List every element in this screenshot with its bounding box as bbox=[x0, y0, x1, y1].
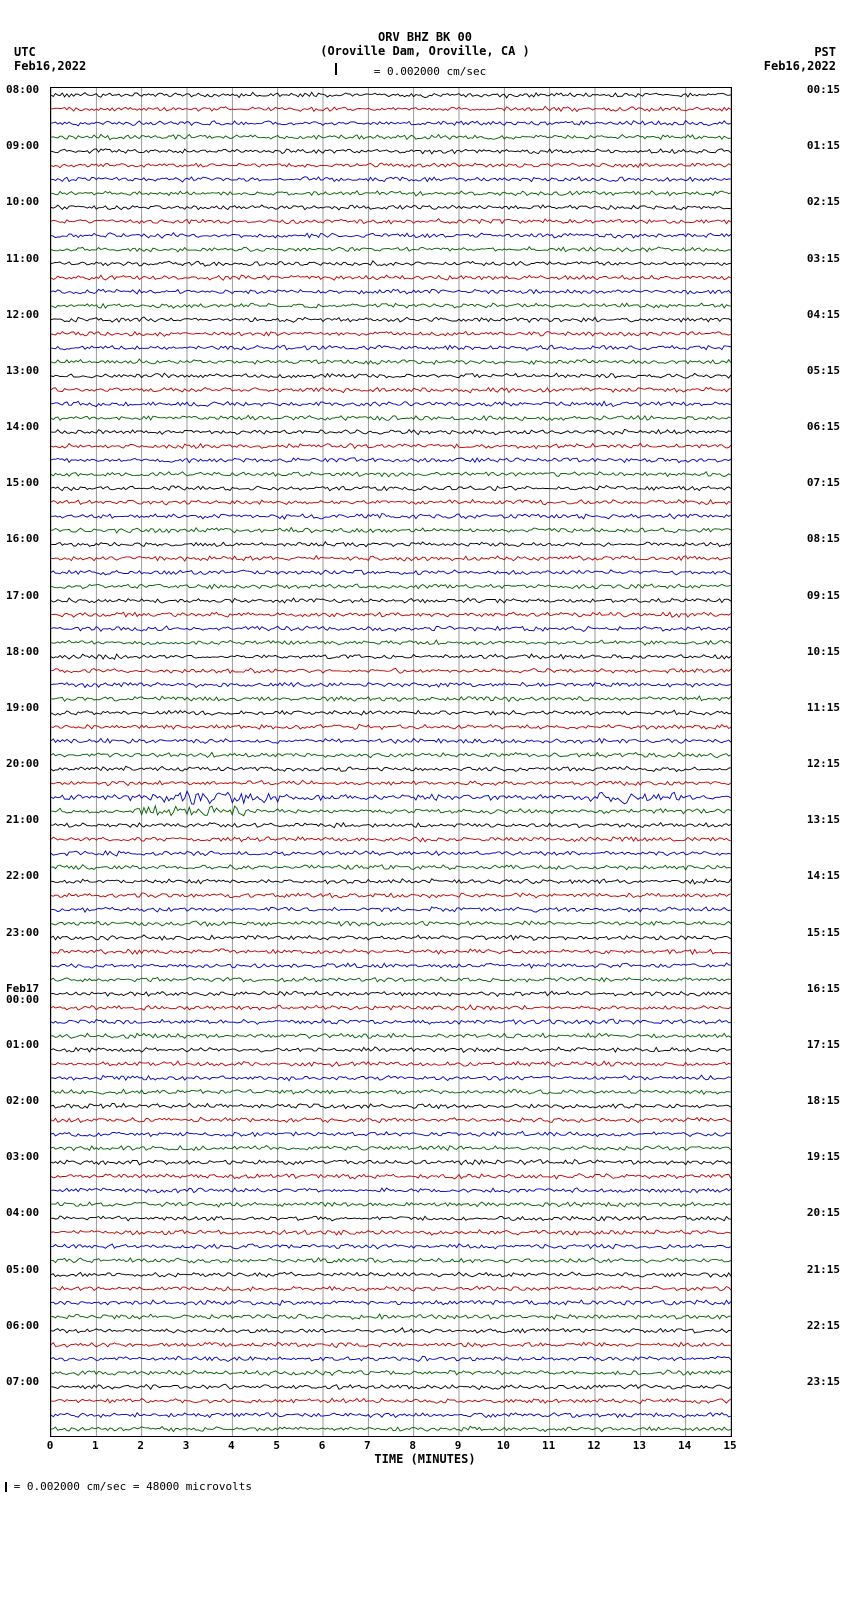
left-time-label: 17:00 bbox=[6, 589, 39, 602]
scale-label: = 0.002000 cm/sec bbox=[364, 65, 487, 78]
right-time-label: 12:15 bbox=[807, 757, 840, 770]
left-time-label: 01:00 bbox=[6, 1038, 39, 1051]
right-time-label: 08:15 bbox=[807, 532, 840, 545]
left-time-label: 05:00 bbox=[6, 1263, 39, 1276]
left-time-label: 21:00 bbox=[6, 813, 39, 826]
footer-scale: = 0.002000 cm/sec = 48000 microvolts bbox=[5, 1480, 252, 1493]
right-time-label: 21:15 bbox=[807, 1263, 840, 1276]
seismic-traces bbox=[51, 88, 731, 1436]
left-time-label: 09:00 bbox=[6, 139, 39, 152]
left-time-label: 07:00 bbox=[6, 1375, 39, 1388]
station-code: ORV BHZ BK 00 bbox=[0, 30, 850, 44]
right-time-label: 15:15 bbox=[807, 926, 840, 939]
right-time-label: 16:15 bbox=[807, 982, 840, 995]
right-time-label: 01:15 bbox=[807, 139, 840, 152]
right-time-label: 23:15 bbox=[807, 1375, 840, 1388]
right-time-label: 02:15 bbox=[807, 195, 840, 208]
left-time-label: 22:00 bbox=[6, 869, 39, 882]
left-time-label: 12:00 bbox=[6, 308, 39, 321]
pst-header: PST Feb16,2022 bbox=[764, 45, 836, 73]
x-tick-label: 8 bbox=[409, 1439, 416, 1452]
x-tick-label: 3 bbox=[183, 1439, 190, 1452]
seismogram-container: ORV BHZ BK 00 (Oroville Dam, Oroville, C… bbox=[0, 0, 850, 1613]
left-time-label: 03:00 bbox=[6, 1150, 39, 1163]
station-location: (Oroville Dam, Oroville, CA ) bbox=[0, 44, 850, 58]
right-time-label: 14:15 bbox=[807, 869, 840, 882]
x-tick-label: 1 bbox=[92, 1439, 99, 1452]
left-time-label: 10:00 bbox=[6, 195, 39, 208]
left-time-label: 08:00 bbox=[6, 83, 39, 96]
pst-date-label: Feb16,2022 bbox=[764, 59, 836, 73]
right-time-label: 22:15 bbox=[807, 1319, 840, 1332]
right-time-label: 20:15 bbox=[807, 1206, 840, 1219]
x-tick-label: 0 bbox=[47, 1439, 54, 1452]
x-tick-label: 12 bbox=[587, 1439, 600, 1452]
x-tick-label: 4 bbox=[228, 1439, 235, 1452]
left-time-label: 20:00 bbox=[6, 757, 39, 770]
left-time-label: 23:00 bbox=[6, 926, 39, 939]
right-time-label: 10:15 bbox=[807, 645, 840, 658]
right-time-label: 18:15 bbox=[807, 1094, 840, 1107]
left-time-label: 19:00 bbox=[6, 701, 39, 714]
right-time-label: 03:15 bbox=[807, 252, 840, 265]
utc-tz-label: UTC bbox=[14, 45, 86, 59]
x-tick-label: 2 bbox=[137, 1439, 144, 1452]
right-time-label: 17:15 bbox=[807, 1038, 840, 1051]
x-tick-label: 15 bbox=[723, 1439, 736, 1452]
right-time-label: 00:15 bbox=[807, 83, 840, 96]
x-tick-label: 7 bbox=[364, 1439, 371, 1452]
x-tick-label: 13 bbox=[633, 1439, 646, 1452]
seismogram-plot bbox=[50, 87, 732, 1437]
left-time-label: 15:00 bbox=[6, 476, 39, 489]
utc-date-label: Feb16,2022 bbox=[14, 59, 86, 73]
right-time-label: 06:15 bbox=[807, 420, 840, 433]
right-time-label: 19:15 bbox=[807, 1150, 840, 1163]
left-time-label: 00:00 bbox=[6, 993, 39, 1006]
right-time-label: 11:15 bbox=[807, 701, 840, 714]
left-time-label: 11:00 bbox=[6, 252, 39, 265]
x-tick-label: 14 bbox=[678, 1439, 691, 1452]
right-time-label: 07:15 bbox=[807, 476, 840, 489]
utc-header: UTC Feb16,2022 bbox=[14, 45, 86, 73]
x-tick-label: 6 bbox=[319, 1439, 326, 1452]
chart-title: ORV BHZ BK 00 (Oroville Dam, Oroville, C… bbox=[0, 30, 850, 58]
left-time-label: 14:00 bbox=[6, 420, 39, 433]
scale-bar-icon bbox=[335, 63, 337, 75]
left-time-label: 16:00 bbox=[6, 532, 39, 545]
pst-tz-label: PST bbox=[764, 45, 836, 59]
left-time-label: 04:00 bbox=[6, 1206, 39, 1219]
left-time-label: 06:00 bbox=[6, 1319, 39, 1332]
x-tick-label: 10 bbox=[497, 1439, 510, 1452]
right-time-label: 04:15 bbox=[807, 308, 840, 321]
right-time-label: 05:15 bbox=[807, 364, 840, 377]
left-time-label: 02:00 bbox=[6, 1094, 39, 1107]
x-axis-label: TIME (MINUTES) bbox=[0, 1452, 850, 1466]
left-time-label: 13:00 bbox=[6, 364, 39, 377]
x-tick-label: 5 bbox=[273, 1439, 280, 1452]
x-tick-label: 9 bbox=[455, 1439, 462, 1452]
left-time-label: 18:00 bbox=[6, 645, 39, 658]
right-time-label: 09:15 bbox=[807, 589, 840, 602]
right-time-label: 13:15 bbox=[807, 813, 840, 826]
x-tick-label: 11 bbox=[542, 1439, 555, 1452]
